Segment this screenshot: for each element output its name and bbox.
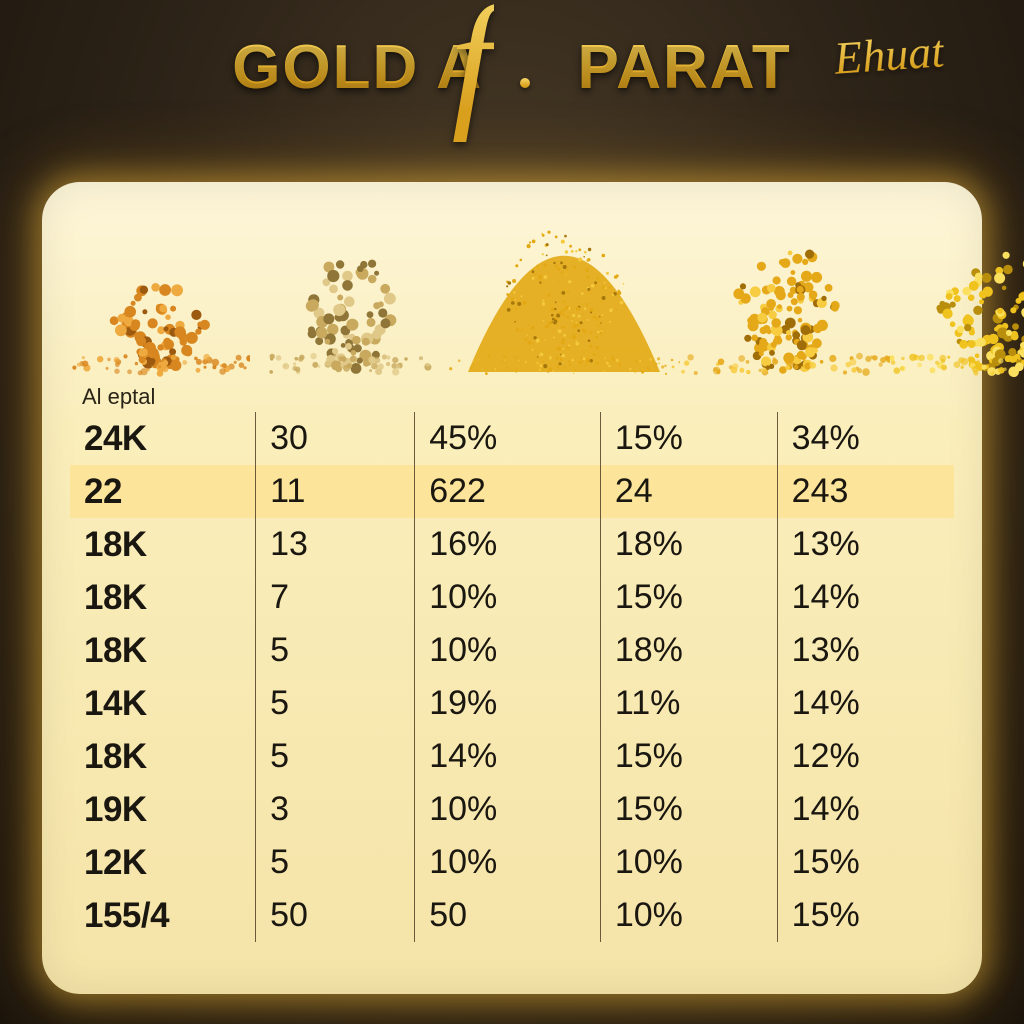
row-label: 18K (70, 624, 256, 677)
table-row: 24K3045%15%34% (70, 412, 954, 465)
row-cell: 7 (256, 571, 415, 624)
row-label: 14K (70, 677, 256, 730)
row-cell: 10% (415, 836, 601, 889)
row-cell: 13% (777, 624, 954, 677)
row-cell: 5 (256, 677, 415, 730)
row-cell: 11% (600, 677, 777, 730)
pile-4 (680, 206, 890, 378)
row-cell: 10% (415, 783, 601, 836)
title-right: PARAT (577, 32, 791, 103)
row-cell: 12% (777, 730, 954, 783)
table-row: 14K519%11%14% (70, 677, 954, 730)
row-label: 155/4 (70, 889, 256, 942)
row-label: 24K (70, 412, 256, 465)
row-cell: 10% (415, 624, 601, 677)
row-cell: 24 (600, 465, 777, 518)
row-cell: 16% (415, 518, 601, 571)
table-subheading: Al eptal (70, 384, 954, 410)
row-label: 12K (70, 836, 256, 889)
table-row: 12K510%10%15% (70, 836, 954, 889)
title-main: GOLD A PARAT (232, 28, 792, 103)
row-cell: 19% (415, 677, 601, 730)
title-left: GOLD A (232, 32, 483, 103)
row-cell: 5 (256, 624, 415, 677)
row-cell: 15% (600, 412, 777, 465)
row-cell: 243 (777, 465, 954, 518)
row-cell: 15% (777, 889, 954, 942)
gold-table: 24K3045%15%34%22116222424318K1316%18%13%… (70, 412, 954, 942)
row-label: 22 (70, 465, 256, 518)
row-cell: 50 (256, 889, 415, 942)
row-cell: 15% (600, 571, 777, 624)
title-area: f GOLD A PARAT Ehuat (0, 0, 1024, 168)
table-row: 18K510%18%13% (70, 624, 954, 677)
row-cell: 5 (256, 730, 415, 783)
table-row: 155/4505010%15% (70, 889, 954, 942)
row-cell: 13 (256, 518, 415, 571)
content-panel: Al eptal 24K3045%15%34%22116222424318K13… (42, 182, 982, 994)
row-cell: 10% (415, 571, 601, 624)
title-script: Ehuat (832, 24, 945, 85)
table-row: 19K310%15%14% (70, 783, 954, 836)
row-label: 19K (70, 783, 256, 836)
pile-1 (70, 206, 250, 378)
row-cell: 14% (777, 571, 954, 624)
row-cell: 15% (777, 836, 954, 889)
row-cell: 45% (415, 412, 601, 465)
row-cell: 622 (415, 465, 601, 518)
pile-3 (448, 206, 680, 378)
row-label: 18K (70, 730, 256, 783)
row-cell: 14% (777, 783, 954, 836)
table-row: 18K514%15%12% (70, 730, 954, 783)
row-label: 18K (70, 518, 256, 571)
pile-2 (250, 206, 448, 378)
title-flourish: f (450, 0, 494, 142)
row-cell: 18% (600, 624, 777, 677)
row-cell: 15% (600, 783, 777, 836)
table-row: 18K1316%18%13% (70, 518, 954, 571)
row-cell: 30 (256, 412, 415, 465)
row-cell: 13% (777, 518, 954, 571)
row-cell: 15% (600, 730, 777, 783)
gold-table-body: 24K3045%15%34%22116222424318K1316%18%13%… (70, 412, 954, 942)
pile-row (70, 206, 954, 378)
table-row: 18K710%15%14% (70, 571, 954, 624)
row-cell: 34% (777, 412, 954, 465)
row-cell: 3 (256, 783, 415, 836)
row-cell: 50 (415, 889, 601, 942)
row-cell: 5 (256, 836, 415, 889)
pile-5 (890, 206, 1024, 378)
table-row: 221162224243 (70, 465, 954, 518)
row-cell: 14% (415, 730, 601, 783)
row-cell: 10% (600, 836, 777, 889)
row-cell: 11 (256, 465, 415, 518)
row-cell: 10% (600, 889, 777, 942)
row-cell: 14% (777, 677, 954, 730)
row-cell: 18% (600, 518, 777, 571)
row-label: 18K (70, 571, 256, 624)
